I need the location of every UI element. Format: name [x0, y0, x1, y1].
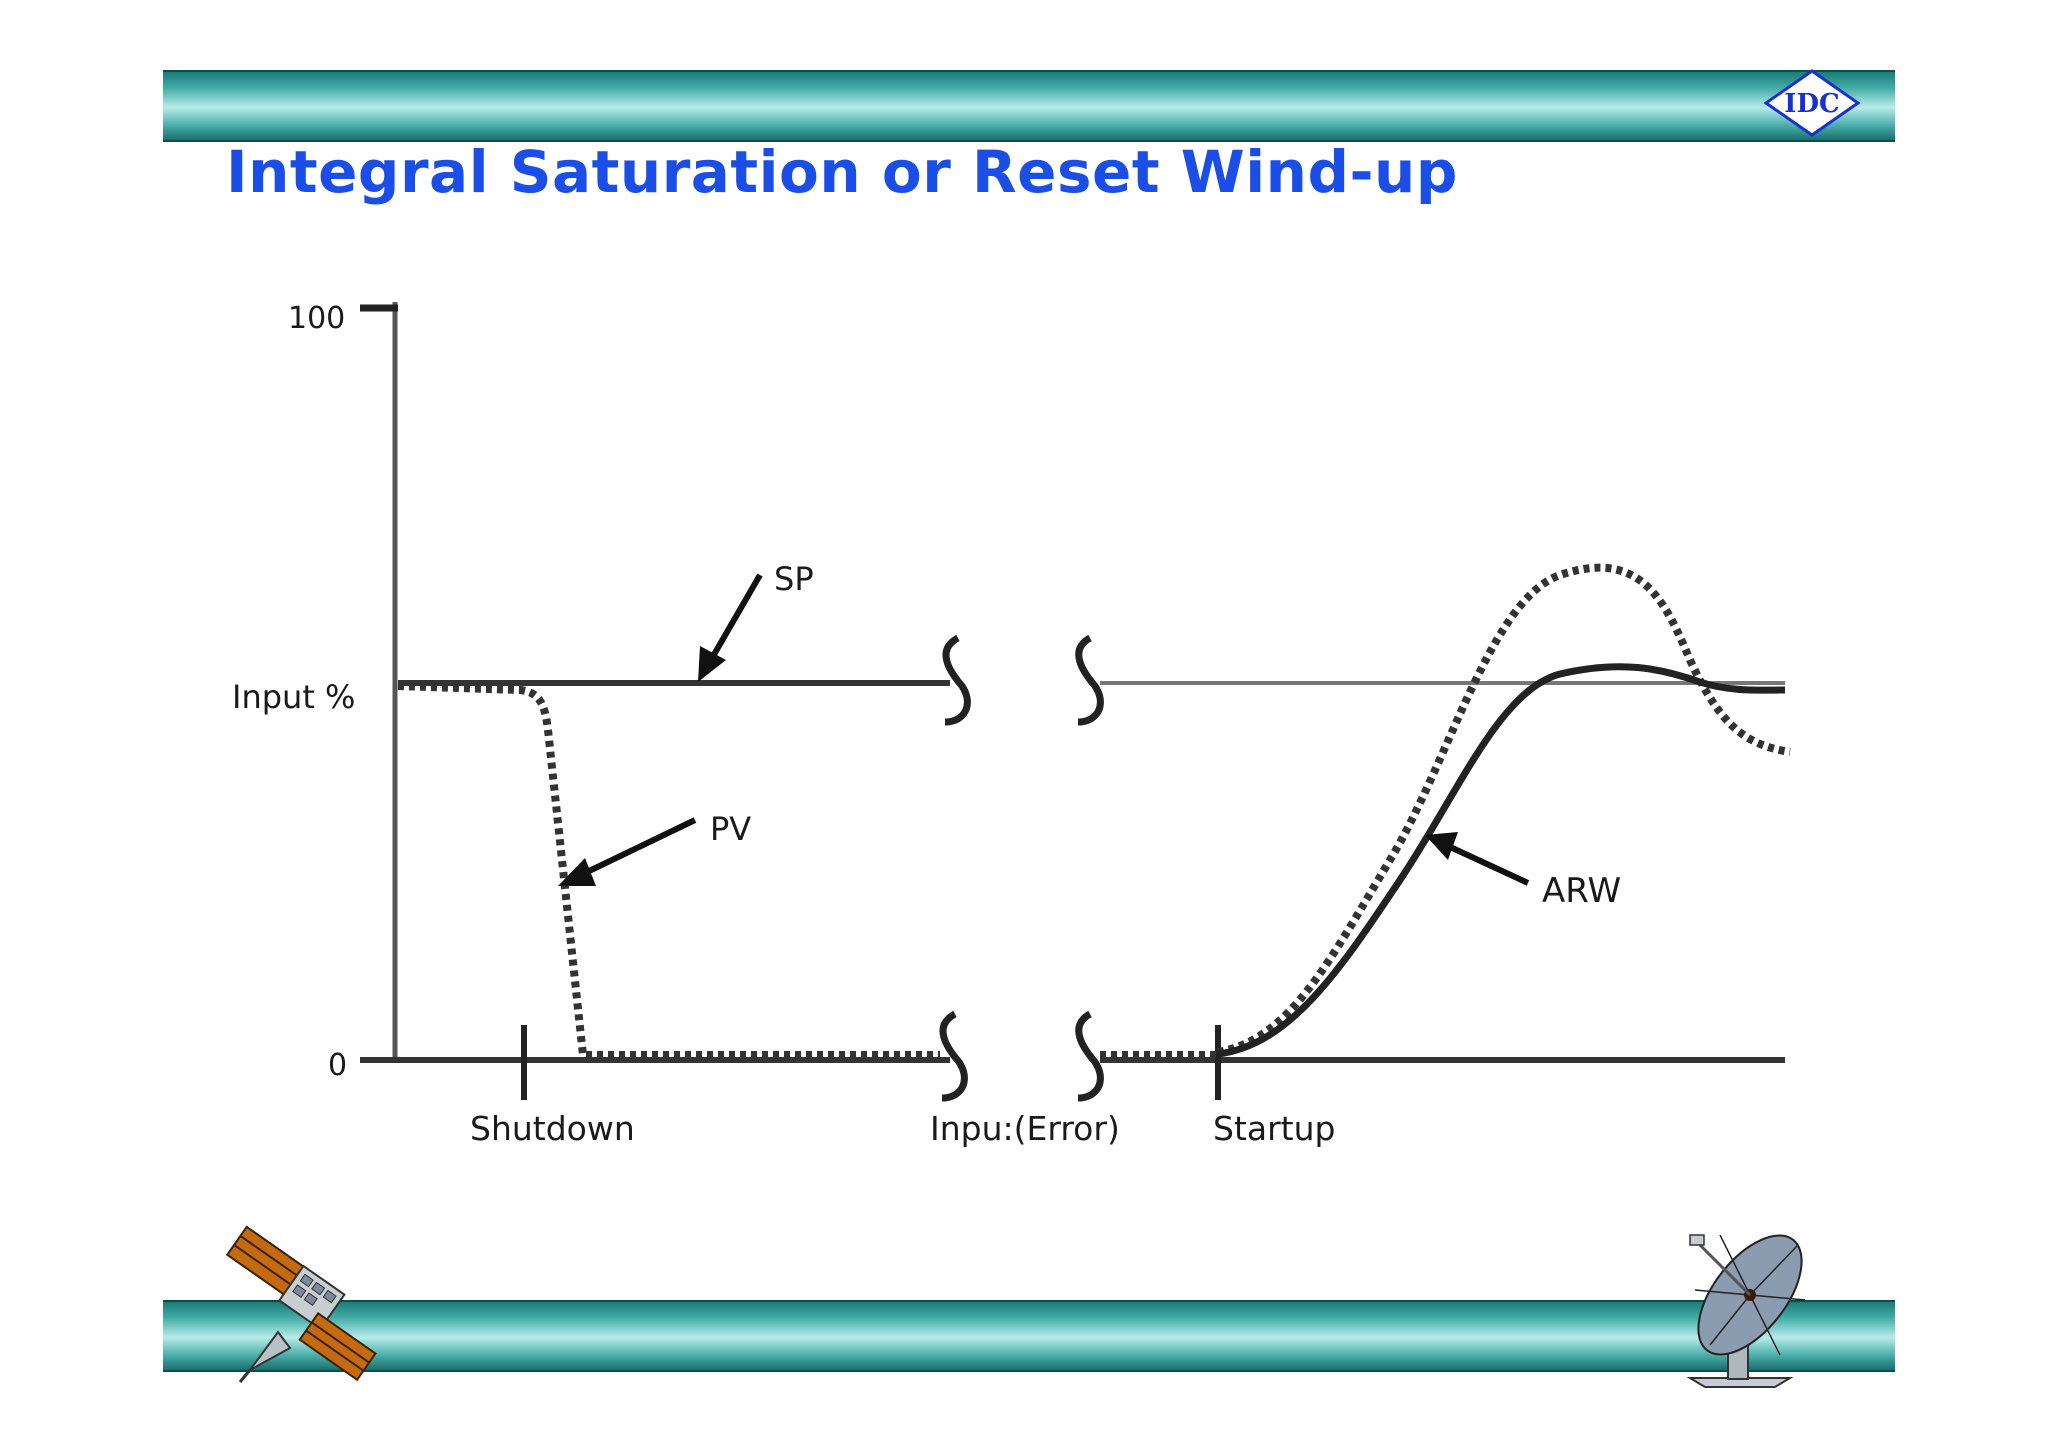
arw-response-curve [1217, 663, 1786, 1058]
idc-logo-icon: IDC [1763, 69, 1861, 137]
logo-text: IDC [1784, 89, 1839, 119]
pv-curve-shutdown [397, 682, 940, 1059]
satellite-icon [225, 1225, 377, 1383]
header-band [163, 70, 1895, 142]
satellite-dish-icon [1686, 1234, 1806, 1388]
y-label-input: Input % [232, 678, 355, 716]
pv-arrow-head [558, 858, 596, 886]
break-symbol-sp-right [1075, 634, 1104, 726]
x-label-break: Inpu:(Error) [930, 1109, 1120, 1148]
sp-label: SP [774, 560, 814, 598]
arw-arrow-head [1425, 832, 1458, 860]
sp-arrow-line [709, 573, 763, 660]
arw-arrow-line [1446, 843, 1530, 886]
y-label-0: 0 [328, 1048, 347, 1083]
break-symbol-sp-left [942, 634, 971, 726]
x-label-startup: Startup [1213, 1109, 1335, 1148]
y-label-100: 100 [288, 301, 345, 336]
slide-title: Integral Saturation or Reset Wind-up [226, 138, 1458, 206]
footer-band [163, 1300, 1895, 1372]
break-symbol-zero-right [1075, 1010, 1104, 1102]
break-symbol-zero-left [939, 1010, 968, 1102]
x-label-shutdown: Shutdown [470, 1109, 635, 1148]
arw-label: ARW [1542, 871, 1621, 911]
sp-arrow-head [698, 646, 726, 682]
pv-label: PV [710, 810, 751, 848]
pv-arrow-line [583, 817, 697, 876]
windup-response-curve [1217, 563, 1791, 1056]
